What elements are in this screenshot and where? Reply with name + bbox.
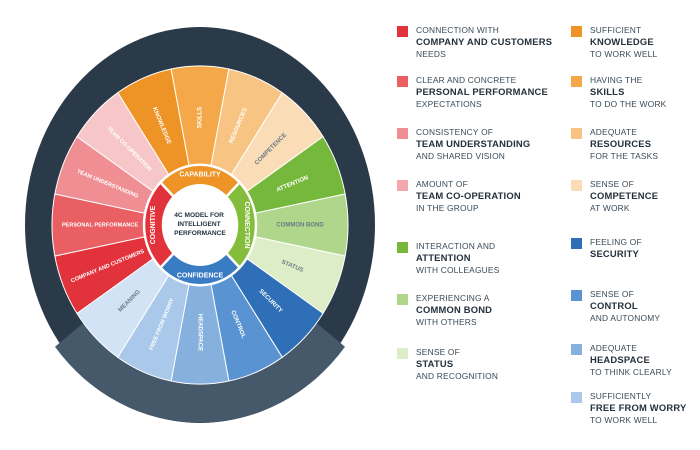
legend-text: ADEQUATE HEADSPACE TO THINK CLEARLY [590, 342, 700, 378]
legend-line: NEEDS [416, 49, 446, 59]
4c-model-wheel: CAUSES EFFECTS KNOWLEDGE SKILLS RESOURCESC… [25, 18, 375, 449]
legend-line: CLEAR AND CONCRETE [416, 75, 517, 85]
legend-line: INTERACTION AND [416, 241, 496, 251]
legend-bold-line: HEADSPACE [590, 354, 650, 365]
quadrant-label: CONNECTION [243, 201, 250, 248]
effects-ring-shade [55, 322, 345, 423]
effects-label: EFFECTS [169, 434, 230, 449]
legend-text: SUFFICIENTLY FREE FROM WORRY TO WORK WELL [590, 390, 700, 426]
legend-swatch [397, 128, 408, 139]
legend-line: SENSE OF [416, 347, 460, 357]
segment-label: COMMON BOND [276, 223, 324, 229]
legend-bold-line: CONTROL [590, 300, 638, 311]
legend-swatch [397, 294, 408, 305]
legend-text: CONSISTENCY OF TEAM UNDERSTANDING AND SHAR… [416, 126, 556, 162]
legend-bold-line: TEAM UNDERSTANDING [416, 138, 531, 149]
legend-swatch [571, 344, 582, 355]
legend-line: EXPERIENCING A [416, 293, 490, 303]
legend-swatch [397, 242, 408, 253]
legend-line: SUFFICIENTLY [590, 391, 652, 401]
legend-bold-line: SECURITY [590, 248, 640, 259]
legend-text: CONNECTION WITH COMPANY AND CUSTOMERS NEED… [416, 24, 556, 60]
legend-text: CLEAR AND CONCRETE PERSONAL PERFORMANCE EX… [416, 74, 556, 110]
legend-text: AMOUNT OF TEAM CO-OPERATION IN THE GROUP [416, 178, 556, 214]
segment-label: PERSONAL PERFORMANCE [62, 222, 139, 228]
legend-line: TO WORK WELL [590, 49, 658, 59]
legend-swatch [397, 26, 408, 37]
legend-bold-line: COMMON BOND [416, 304, 493, 315]
legend-bold-line: TEAM CO-OPERATION [416, 190, 521, 201]
legend-line: AMOUNT OF [416, 179, 468, 189]
causes-label: CAUSES [170, 18, 228, 33]
legend-bold-line: KNOWLEDGE [590, 36, 654, 47]
legend-text: SENSE OF COMPETENCE AT WORK [590, 178, 700, 214]
legend-swatch [571, 128, 582, 139]
legend-swatch [571, 26, 582, 37]
legend-text: HAVING THE SKILLS TO DO THE WORK [590, 74, 700, 110]
center-line-1: 4C MODEL FOR [174, 212, 224, 219]
legend-line: AND SHARED VISION [416, 151, 506, 161]
legend-line: WITH COLLEAGUES [416, 265, 500, 275]
legend-line: EXPECTATIONS [416, 99, 482, 109]
segment-label: HEADSPACE [196, 314, 202, 351]
legend-text: EXPERIENCING A COMMON BOND WITH OTHERS [416, 292, 556, 328]
legend-line: CONSISTENCY OF [416, 127, 494, 137]
legend-swatch [571, 392, 582, 403]
legend-text: ADEQUATE RESOURCES FOR THE TASKS [590, 126, 700, 162]
legend-text: INTERACTION AND ATTENTION WITH COLLEAGUES [416, 240, 556, 276]
legend-bold-line: STATUS [416, 358, 454, 369]
center-line-3: PERFORMANCE [174, 230, 226, 237]
legend-swatch [571, 76, 582, 87]
legend-bold-line: SKILLS [590, 86, 625, 97]
legend-bold-line: RESOURCES [590, 138, 652, 149]
legend-swatch [397, 76, 408, 87]
legend-swatch [397, 180, 408, 191]
legend-swatch [571, 180, 582, 191]
center-line-2: INTELLIGENT [177, 221, 220, 228]
legend-line: TO WORK WELL [590, 415, 658, 425]
quadrant-label: CAPABILITY [179, 171, 221, 178]
legend-line: IN THE GROUP [416, 203, 479, 213]
legend-line: SUFFICIENT [590, 25, 642, 35]
legend-text: FEELING OF SECURITY [590, 236, 700, 260]
legend-line: FOR THE TASKS [590, 151, 659, 161]
legend-text: SUFFICIENT KNOWLEDGE TO WORK WELL [590, 24, 700, 60]
legend-line: FEELING OF [590, 237, 642, 247]
center-disc [163, 185, 237, 265]
legend-swatch [397, 348, 408, 359]
legend-swatch [571, 238, 582, 249]
legend-bold-line: ATTENTION [416, 252, 471, 263]
legend-bold-line: COMPETENCE [590, 190, 659, 201]
segment-label: SKILLS [198, 107, 204, 128]
legend-line: AND AUTONOMY [590, 313, 661, 323]
legend-line: WITH OTHERS [416, 317, 477, 327]
segment-ring: KNOWLEDGE SKILLS RESOURCESCOMPETENCEATTENT… [51, 65, 349, 385]
legend-bold-line: FREE FROM WORRY [590, 402, 687, 413]
legend-line: SENSE OF [590, 179, 634, 189]
legend-swatch [571, 290, 582, 301]
legend-line: AND RECOGNITION [416, 371, 499, 381]
quadrant-label: CONFIDENCE [177, 272, 224, 279]
center-title: 4C MODEL FOR INTELLIGENT PERFORMANCE [174, 212, 226, 237]
legend-line: TO DO THE WORK [590, 99, 667, 109]
legend-line: ADEQUATE [590, 343, 638, 353]
legend-line: AT WORK [590, 203, 630, 213]
legend-bold-line: COMPANY AND CUSTOMERS [416, 36, 553, 47]
legend-text: SENSE OF CONTROL AND AUTONOMY [590, 288, 700, 324]
legend-bold-line: PERSONAL PERFORMANCE [416, 86, 548, 97]
legend-text: SENSE OF STATUS AND RECOGNITION [416, 346, 556, 382]
legend-line: SENSE OF [590, 289, 634, 299]
legend-line: TO THINK CLEARLY [590, 367, 672, 377]
quadrant-label: COGNITIVE [150, 205, 157, 244]
legend-line: HAVING THE [590, 75, 643, 85]
legend-line: CONNECTION WITH [416, 25, 500, 35]
legend-line: ADEQUATE [590, 127, 638, 137]
